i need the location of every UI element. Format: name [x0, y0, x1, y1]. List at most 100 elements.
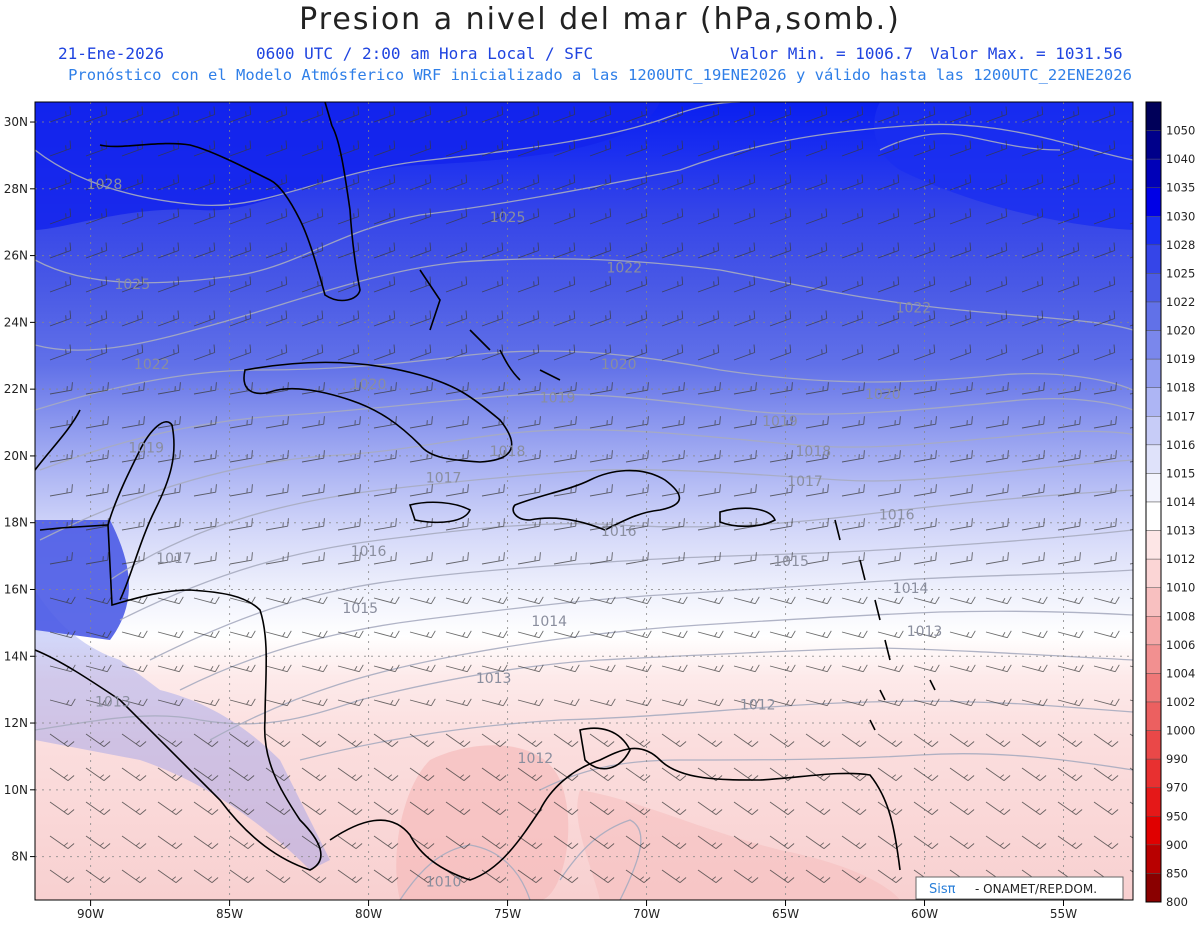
wind-barb	[877, 664, 904, 673]
wind-barb	[157, 835, 183, 849]
wind-barb	[445, 382, 469, 395]
wind-barb	[1057, 382, 1081, 395]
wind-barb	[877, 416, 901, 429]
wind-barb	[121, 106, 144, 123]
wind-barb	[1093, 630, 1120, 639]
map-frame	[34, 101, 1134, 901]
wind-barb	[445, 518, 469, 531]
wind-barb	[337, 835, 363, 849]
wind-barb	[841, 140, 864, 157]
wind-barb	[697, 698, 724, 707]
wind-barb	[85, 596, 112, 605]
wind-barb	[1021, 242, 1044, 259]
wind-barb	[301, 801, 327, 815]
wind-barb	[337, 208, 360, 225]
wind-barb	[553, 344, 576, 361]
wind-barb	[769, 276, 792, 293]
isobar-labels: 1028 1025 1025 1022 1022 1022 1020 1020 1020 1019…	[87, 177, 943, 891]
wind-barb	[661, 344, 684, 361]
lon-tick-label: 75W	[494, 907, 521, 921]
wind-barb	[337, 596, 364, 605]
wind-barb	[193, 416, 217, 429]
wind-barb	[85, 208, 108, 225]
wind-barb	[805, 450, 829, 463]
wind-barb	[517, 596, 544, 605]
wind-barb	[265, 140, 288, 157]
wind-barb	[49, 382, 73, 395]
wind-barb	[193, 630, 220, 639]
wind-barb	[337, 416, 361, 429]
pressure-colorbar: 1050 1040 1035 1030 1028 1025 1022 1020 1019 1018…	[1145, 101, 1195, 909]
wind-barb	[553, 140, 576, 157]
wind-barb	[553, 276, 576, 293]
wind-barb	[589, 552, 613, 565]
colorbar-swatch	[1145, 730, 1162, 760]
wind-barb	[805, 140, 828, 157]
wind-barb	[949, 450, 973, 463]
wind-barb	[985, 698, 1012, 707]
colorbar-label: 1022	[1166, 295, 1195, 309]
wind-barb	[805, 382, 829, 395]
isobar-label: 1018	[796, 444, 832, 460]
wind-barb	[805, 664, 832, 673]
wind-barb	[625, 664, 652, 673]
wind-barb	[1057, 106, 1080, 123]
wind-barb	[409, 106, 432, 123]
wind-barb	[445, 484, 469, 497]
wind-barb	[1021, 416, 1045, 429]
wind-barb	[481, 382, 505, 395]
wind-barb	[733, 664, 760, 673]
wind-barb	[1093, 450, 1117, 463]
wind-barb	[553, 310, 576, 327]
hispaniola-outline	[512, 469, 681, 531]
wind-barb	[589, 174, 612, 191]
wind-barb	[589, 450, 613, 463]
isobar-label: 1022	[606, 260, 642, 276]
isobar-label: 1025	[114, 277, 150, 293]
wind-barb	[553, 733, 579, 747]
wind-barb	[121, 174, 144, 191]
low-pressure-area	[396, 745, 569, 900]
wind-barb	[157, 208, 180, 225]
isobar-label: 1017	[156, 551, 192, 567]
wind-barb	[661, 835, 687, 849]
wind-barb	[49, 140, 72, 157]
wind-barb	[49, 484, 73, 497]
wind-barb	[733, 382, 757, 395]
colorbar-label: 950	[1166, 809, 1188, 823]
wind-barb	[985, 767, 1011, 781]
wind-barb	[1057, 698, 1084, 707]
wind-barb	[589, 596, 616, 605]
colorbar-swatch	[1145, 816, 1162, 846]
wind-barb	[85, 276, 108, 293]
wind-barb	[733, 552, 757, 565]
wind-barb	[805, 344, 828, 361]
wind-barb	[517, 174, 540, 191]
wind-barb	[517, 276, 540, 293]
wind-barb	[373, 276, 396, 293]
wind-barb	[49, 208, 72, 225]
wind-barb	[445, 276, 468, 293]
wind-barb	[661, 174, 684, 191]
colorbar-label: 1004	[1166, 666, 1195, 680]
isobar-label: 1028	[87, 177, 123, 193]
wind-barb	[49, 276, 72, 293]
wind-barb	[913, 208, 936, 225]
lat-tick-label: 10N	[4, 783, 28, 797]
wind-barb	[229, 801, 255, 815]
wind-barb	[949, 698, 976, 707]
wind-barb	[337, 106, 360, 123]
wind-barb	[805, 869, 831, 883]
wind-barb	[841, 596, 868, 605]
wind-barb	[661, 733, 687, 747]
forecast-date: 21-Ene-2026	[58, 44, 164, 63]
isobar-label: 1020	[351, 377, 387, 393]
colorbar-swatch	[1145, 244, 1162, 274]
wind-barb	[949, 596, 976, 605]
wind-barb	[157, 767, 183, 781]
wind-barb	[409, 242, 432, 259]
wind-barb	[949, 242, 972, 259]
wind-barb	[193, 106, 216, 123]
lat-tick-label: 20N	[4, 449, 28, 463]
